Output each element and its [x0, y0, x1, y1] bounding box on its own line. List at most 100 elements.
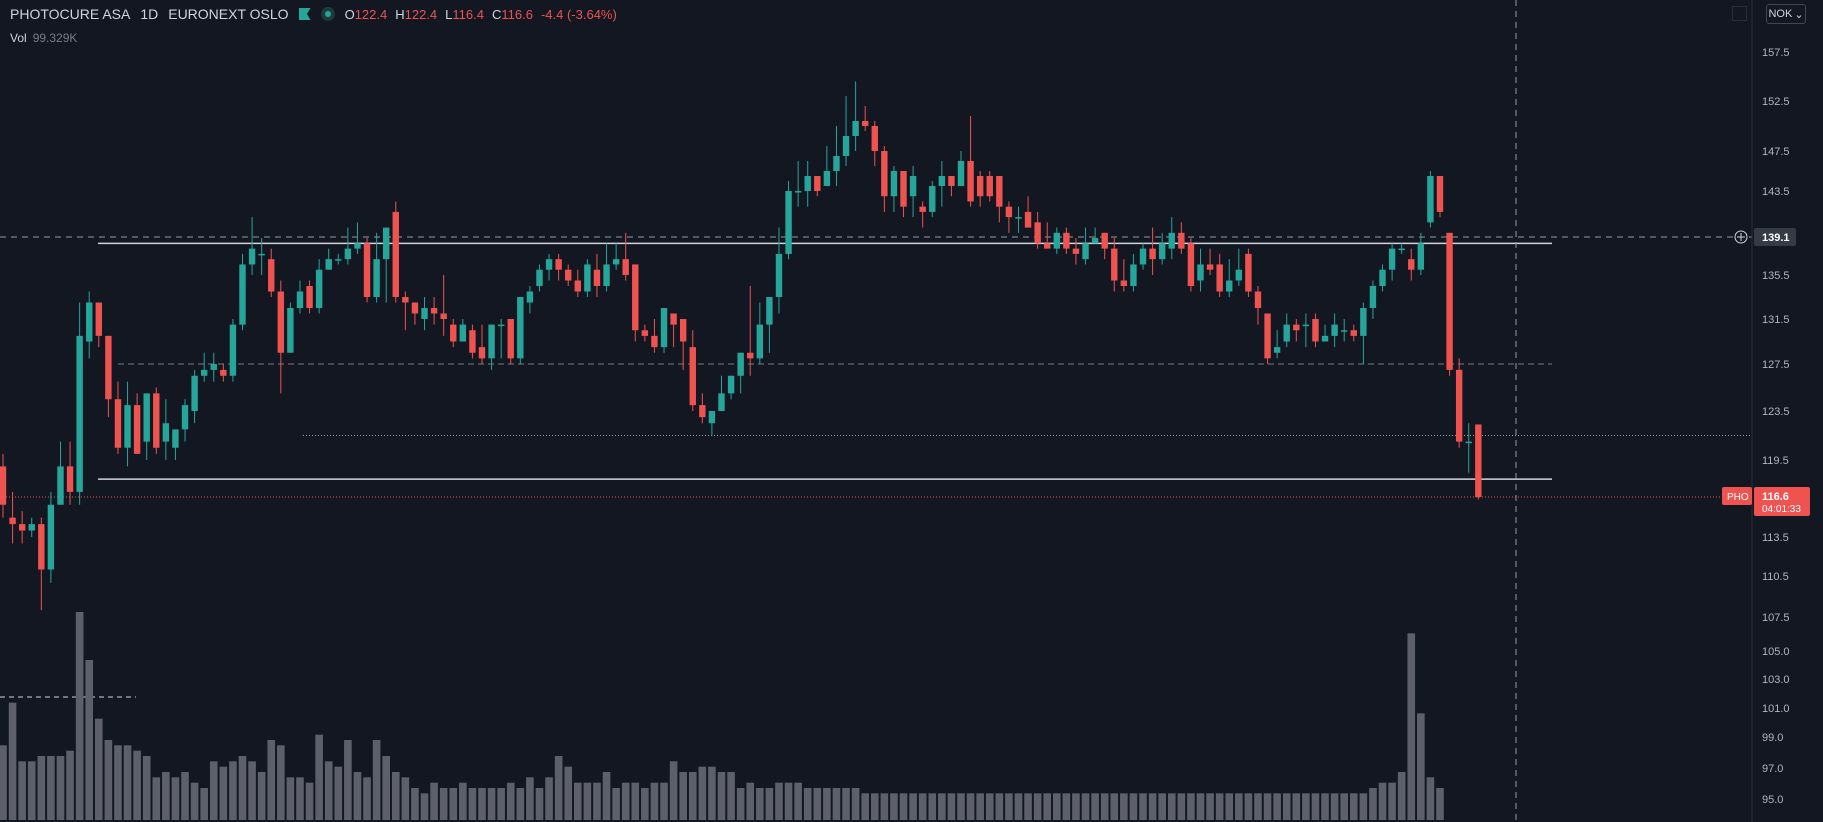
candle-body — [76, 335, 83, 492]
candle-body — [555, 259, 562, 270]
volume-bar — [487, 788, 496, 820]
volume-legend: Vol 99.329K — [10, 31, 77, 45]
volume-bar — [1263, 793, 1272, 820]
volume-bar — [574, 782, 582, 820]
candle-body — [967, 161, 974, 202]
price-tick-label: 143.5 — [1762, 186, 1790, 198]
candle-body — [1273, 347, 1281, 353]
volume-bar — [1397, 772, 1406, 820]
volume-bar — [353, 772, 362, 820]
price-tick-label: 113.5 — [1762, 532, 1789, 544]
change-value: -4.4 (-3.64%) — [540, 6, 617, 22]
candle-body — [775, 253, 783, 297]
volume-bar — [1014, 793, 1023, 820]
candle-body — [526, 291, 534, 303]
volume-bar — [985, 793, 994, 820]
candle-body — [105, 335, 112, 400]
volume-bar — [1244, 793, 1253, 820]
price-tick-label: 131.5 — [1762, 314, 1790, 326]
volume-bar — [257, 772, 266, 820]
volume-bar — [1043, 793, 1052, 820]
candle-body — [363, 243, 371, 297]
market-status-icon — [320, 7, 335, 21]
volume-bar — [842, 788, 850, 820]
volume-bar — [727, 772, 735, 820]
price-tick-label: 99.0 — [1762, 732, 1783, 744]
candle-body — [1293, 324, 1300, 331]
candle-body — [1149, 248, 1156, 260]
volume-bar — [909, 793, 917, 820]
volume-bar — [688, 772, 697, 820]
volume-bar — [459, 782, 467, 820]
candle-body — [603, 264, 610, 286]
price-tick-label: 147.5 — [1762, 146, 1790, 158]
volume-bar — [200, 788, 208, 820]
candle-body — [948, 176, 955, 186]
volume-bar — [803, 788, 812, 820]
candle-body — [1350, 330, 1357, 336]
candle-body — [1369, 286, 1377, 308]
candle-body — [574, 280, 581, 292]
volume-bar — [1330, 793, 1339, 820]
candle-body — [1475, 424, 1482, 497]
volume-bar — [746, 782, 755, 820]
candle-body — [785, 191, 792, 254]
candle-body — [1015, 217, 1022, 219]
volume-bar — [1062, 793, 1071, 820]
volume-bar — [1235, 793, 1243, 820]
candle-body — [306, 286, 313, 308]
candle-body — [277, 291, 285, 353]
candle-body — [1168, 232, 1175, 249]
candle-body — [1436, 176, 1444, 212]
volume-bar — [957, 793, 965, 820]
volume-bar — [1436, 788, 1444, 820]
price-tick-label: 110.5 — [1762, 571, 1789, 583]
candle-body — [919, 206, 926, 212]
countdown-label: 04:01:33 — [1762, 504, 1801, 515]
candle-body — [315, 269, 323, 308]
price-tick-label: 105.0 — [1762, 646, 1790, 658]
candle-body — [114, 399, 122, 448]
candle-body — [200, 369, 208, 376]
volume-bar — [372, 740, 381, 820]
candle-body — [1398, 248, 1405, 251]
candle-body — [153, 393, 160, 448]
volume-bar — [18, 761, 26, 820]
candle-body — [1139, 248, 1147, 265]
candle-body — [1283, 324, 1290, 342]
volume-bar — [602, 772, 611, 820]
volume-bar — [468, 788, 477, 820]
candle-body — [162, 423, 170, 442]
volume-bar — [1033, 793, 1042, 820]
volume-bar — [296, 777, 304, 820]
volume-bar — [497, 788, 505, 820]
candle-body — [1446, 232, 1453, 370]
symbol-name[interactable]: PHOTOCURE ASA — [10, 6, 131, 22]
price-tick-label: 107.5 — [1762, 612, 1790, 624]
volume-bar — [794, 782, 802, 820]
price-labels: 139.1 PHO 116.604:01:33 — [1722, 228, 1810, 516]
volume-bar — [775, 782, 783, 820]
ticker-tag-box — [1722, 487, 1752, 505]
candle-body — [794, 191, 802, 193]
candle-body — [430, 308, 438, 314]
currency-selector[interactable]: NOK ⌄ — [1766, 4, 1806, 24]
volume-bar — [870, 793, 879, 820]
candle-body — [86, 302, 93, 342]
volume-bar — [439, 788, 448, 820]
volume-bar — [391, 772, 400, 820]
price-tick-label: 103.0 — [1762, 674, 1790, 686]
price-tick-label: 135.5 — [1762, 270, 1790, 282]
ohlc-values: O122.4 H122.4 L116.4 C116.6 -4.4 (-3.64%… — [345, 7, 617, 22]
interval-label[interactable]: 1D — [140, 6, 159, 22]
volume-bar — [976, 793, 984, 820]
volume-bar — [190, 782, 199, 820]
volume-bar — [142, 756, 151, 820]
candle-body — [679, 319, 687, 342]
candle-body — [833, 156, 840, 171]
volume-bar — [1417, 713, 1425, 820]
square-icon[interactable] — [1732, 6, 1747, 21]
volume-bar — [1311, 793, 1320, 820]
volume-bar — [1369, 788, 1377, 820]
